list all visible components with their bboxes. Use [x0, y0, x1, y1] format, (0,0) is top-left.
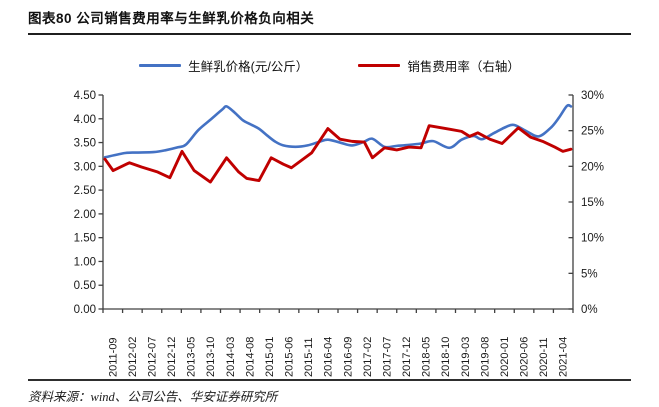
x-tick-label: 2020-11 — [538, 337, 550, 377]
x-tick-label: 2013-05 — [186, 337, 198, 377]
y-left-tick-label: 0.00 — [74, 304, 96, 316]
x-tick-label: 2011-09 — [107, 337, 119, 377]
y-right-tick-label: 15% — [581, 197, 604, 209]
x-tick-label: 2017-02 — [362, 337, 374, 377]
footer-divider — [28, 379, 631, 381]
legend-item-expense-ratio: 销售费用率（右轴） — [358, 56, 520, 75]
y-left-tick-label: 0.50 — [74, 280, 96, 292]
x-tick-label: 2019-03 — [460, 337, 472, 377]
source-note: 资料来源：wind、公司公告、华安证券研究所 — [28, 390, 278, 404]
x-tick-label: 2014-08 — [244, 337, 256, 377]
x-tick-label: 2020-06 — [519, 337, 531, 377]
x-tick-label: 2012-02 — [127, 337, 139, 377]
y-right-tick-label: 20% — [581, 161, 604, 173]
y-axis-right: 0% 5% 10% 15% 20% 25% 30% — [568, 90, 604, 316]
y-left-tick-label: 2.00 — [74, 209, 96, 221]
legend-item-milk-price: 生鲜乳价格(元/公斤） — [139, 56, 308, 75]
y-axis-left: 0.00 0.50 1.00 1.50 2.00 2.50 3.00 3.50 4.00 4.50 — [74, 90, 103, 316]
y-left-tick-label: 1.00 — [74, 256, 96, 268]
x-tick-label: 2019-08 — [479, 337, 491, 377]
y-right-tick-label: 30% — [581, 90, 604, 102]
chart-legend: 生鲜乳价格(元/公斤） 销售费用率（右轴） — [0, 56, 659, 75]
x-tick-label: 2015-06 — [284, 337, 296, 377]
page-title: 图表80 公司销售费用率与生鲜乳价格负向相关 — [28, 11, 315, 26]
y-left-tick-label: 2.50 — [74, 185, 96, 197]
y-right-tick-label: 25% — [581, 126, 604, 138]
x-tick-label: 2021-04 — [558, 337, 570, 377]
x-tick-label: 2012-07 — [146, 337, 158, 377]
x-axis: 2011-09 2012-02 2012-07 2012-12 2013-05 2013-… — [102, 309, 574, 377]
x-tick-label: 2016-09 — [342, 337, 354, 377]
milk-price-legend-line-icon — [139, 64, 182, 67]
x-tick-label: 2018-05 — [421, 337, 433, 377]
x-tick-label: 2017-12 — [401, 337, 413, 377]
axes — [102, 95, 574, 310]
x-tick-label: 2013-10 — [205, 337, 217, 377]
y-left-tick-label: 3.00 — [74, 161, 96, 173]
y-left-tick-label: 4.00 — [74, 114, 96, 126]
x-tick-label: 2012-12 — [166, 337, 178, 377]
x-tick-label: 2015-01 — [264, 337, 276, 377]
x-tick-label: 2018-10 — [440, 337, 452, 377]
y-right-tick-label: 5% — [581, 268, 598, 280]
milk-price-line — [103, 103, 573, 159]
legend-label-milk-price: 生鲜乳价格(元/公斤） — [188, 60, 309, 74]
title-divider — [28, 33, 631, 35]
expense-ratio-legend-line-icon — [358, 64, 401, 67]
legend-label-expense-ratio: 销售费用率（右轴） — [407, 60, 520, 74]
y-left-tick-label: 1.50 — [74, 233, 96, 245]
expense-ratio-line — [103, 124, 573, 184]
y-right-tick-label: 10% — [581, 233, 604, 245]
x-tick-label: 2015-11 — [303, 337, 315, 377]
x-tick-label: 2016-04 — [323, 337, 335, 377]
y-right-tick-label: 0% — [581, 304, 598, 316]
x-tick-label: 2014-03 — [225, 337, 237, 377]
x-tick-label: 2017-07 — [381, 337, 393, 377]
y-left-tick-label: 3.50 — [74, 138, 96, 150]
y-left-tick-label: 4.50 — [74, 90, 96, 102]
x-tick-label: 2020-01 — [499, 337, 511, 377]
